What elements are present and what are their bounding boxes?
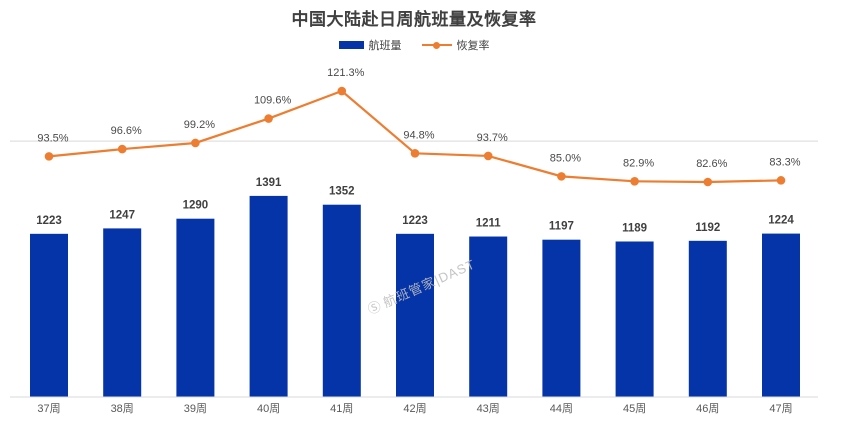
x-axis-label-46周: 46周 bbox=[696, 402, 719, 415]
line-legend-dot-icon bbox=[433, 41, 440, 49]
legend-label-recovery: 恢复率 bbox=[456, 40, 490, 52]
recovery-point-45周 bbox=[630, 177, 639, 186]
x-axis-label-37周: 37周 bbox=[37, 402, 60, 415]
bar-45周 bbox=[615, 241, 654, 397]
legend-item-recovery: 恢复率 bbox=[421, 37, 490, 53]
bar-legend-swatch-icon bbox=[338, 41, 364, 49]
legend-label-flights: 航班量 bbox=[368, 40, 402, 52]
x-axis-label-43周: 43周 bbox=[477, 402, 500, 415]
bar-value-label: 1189 bbox=[622, 222, 647, 234]
recovery-point-46周 bbox=[703, 177, 713, 187]
bar-value-label: 1290 bbox=[183, 200, 209, 212]
bar-37周 bbox=[30, 233, 68, 397]
x-axis-label-38周: 38周 bbox=[111, 402, 134, 415]
x-axis-label-40周: 40周 bbox=[257, 402, 280, 415]
recovery-rate-label: 94.8% bbox=[403, 129, 434, 141]
bar-42周 bbox=[396, 233, 434, 397]
combo-chart: 1223 1247 1290 1391 1352 1223 1211 1197 1189 1192… bbox=[10, 67, 818, 415]
bar-value-label: 1391 bbox=[256, 177, 282, 189]
bar-47周 bbox=[762, 233, 800, 397]
recovery-point-40周 bbox=[264, 114, 273, 123]
recovery-point-42周 bbox=[410, 149, 420, 158]
recovery-point-41周 bbox=[337, 86, 347, 96]
recovery-point-39周 bbox=[191, 138, 200, 148]
line-legend-marker-icon bbox=[421, 41, 452, 49]
recovery-point-37周 bbox=[44, 152, 54, 161]
bar-44周 bbox=[542, 239, 581, 397]
recovery-rate-label: 82.6% bbox=[696, 158, 727, 170]
bar-38周 bbox=[103, 228, 142, 397]
bar-value-label: 1192 bbox=[695, 222, 720, 234]
bar-46周 bbox=[688, 240, 727, 397]
recovery-rate-label: 109.6% bbox=[254, 95, 292, 107]
bar-value-label: 1352 bbox=[329, 186, 355, 198]
x-axis-label-44周: 44周 bbox=[550, 402, 573, 415]
bar-value-label: 1247 bbox=[109, 209, 135, 221]
bar-43周 bbox=[469, 236, 508, 397]
recovery-point-38周 bbox=[117, 144, 127, 154]
bar-40周 bbox=[249, 195, 288, 397]
bar-value-label: 1197 bbox=[549, 221, 574, 233]
recovery-rate-label: 99.2% bbox=[184, 119, 215, 131]
bar-value-label: 1224 bbox=[768, 215, 794, 227]
recovery-point-44周 bbox=[557, 172, 566, 181]
recovery-rate-label: 85.0% bbox=[550, 152, 581, 164]
bar-value-label: 1211 bbox=[476, 218, 502, 230]
recovery-point-43周 bbox=[483, 151, 493, 161]
recovery-rate-label: 121.3% bbox=[327, 67, 365, 79]
chart-title: 中国大陆赴日周航班量及恢复率 bbox=[291, 10, 537, 29]
x-axis-label-41周: 41周 bbox=[330, 402, 353, 415]
bar-value-label: 1223 bbox=[402, 215, 428, 227]
recovery-rate-label: 93.7% bbox=[477, 132, 508, 144]
recovery-rate-label: 83.3% bbox=[769, 156, 800, 168]
chart-legend: 航班量 恢复率 bbox=[0, 37, 828, 53]
bar-39周 bbox=[176, 218, 215, 397]
x-axis-label-47周: 47周 bbox=[769, 402, 792, 415]
recovery-rate-label: 82.9% bbox=[623, 157, 654, 169]
x-axis-label-39周: 39周 bbox=[184, 402, 207, 415]
recovery-point-47周 bbox=[776, 176, 786, 185]
x-axis-label-45周: 45周 bbox=[623, 402, 646, 415]
recovery-rate-label: 96.6% bbox=[111, 125, 142, 137]
x-axis-label-42周: 42周 bbox=[403, 402, 426, 415]
bar-value-label: 1223 bbox=[36, 215, 62, 227]
legend-item-flights: 航班量 bbox=[338, 37, 402, 53]
bar-41周 bbox=[322, 204, 361, 397]
recovery-rate-label: 93.5% bbox=[37, 132, 68, 144]
